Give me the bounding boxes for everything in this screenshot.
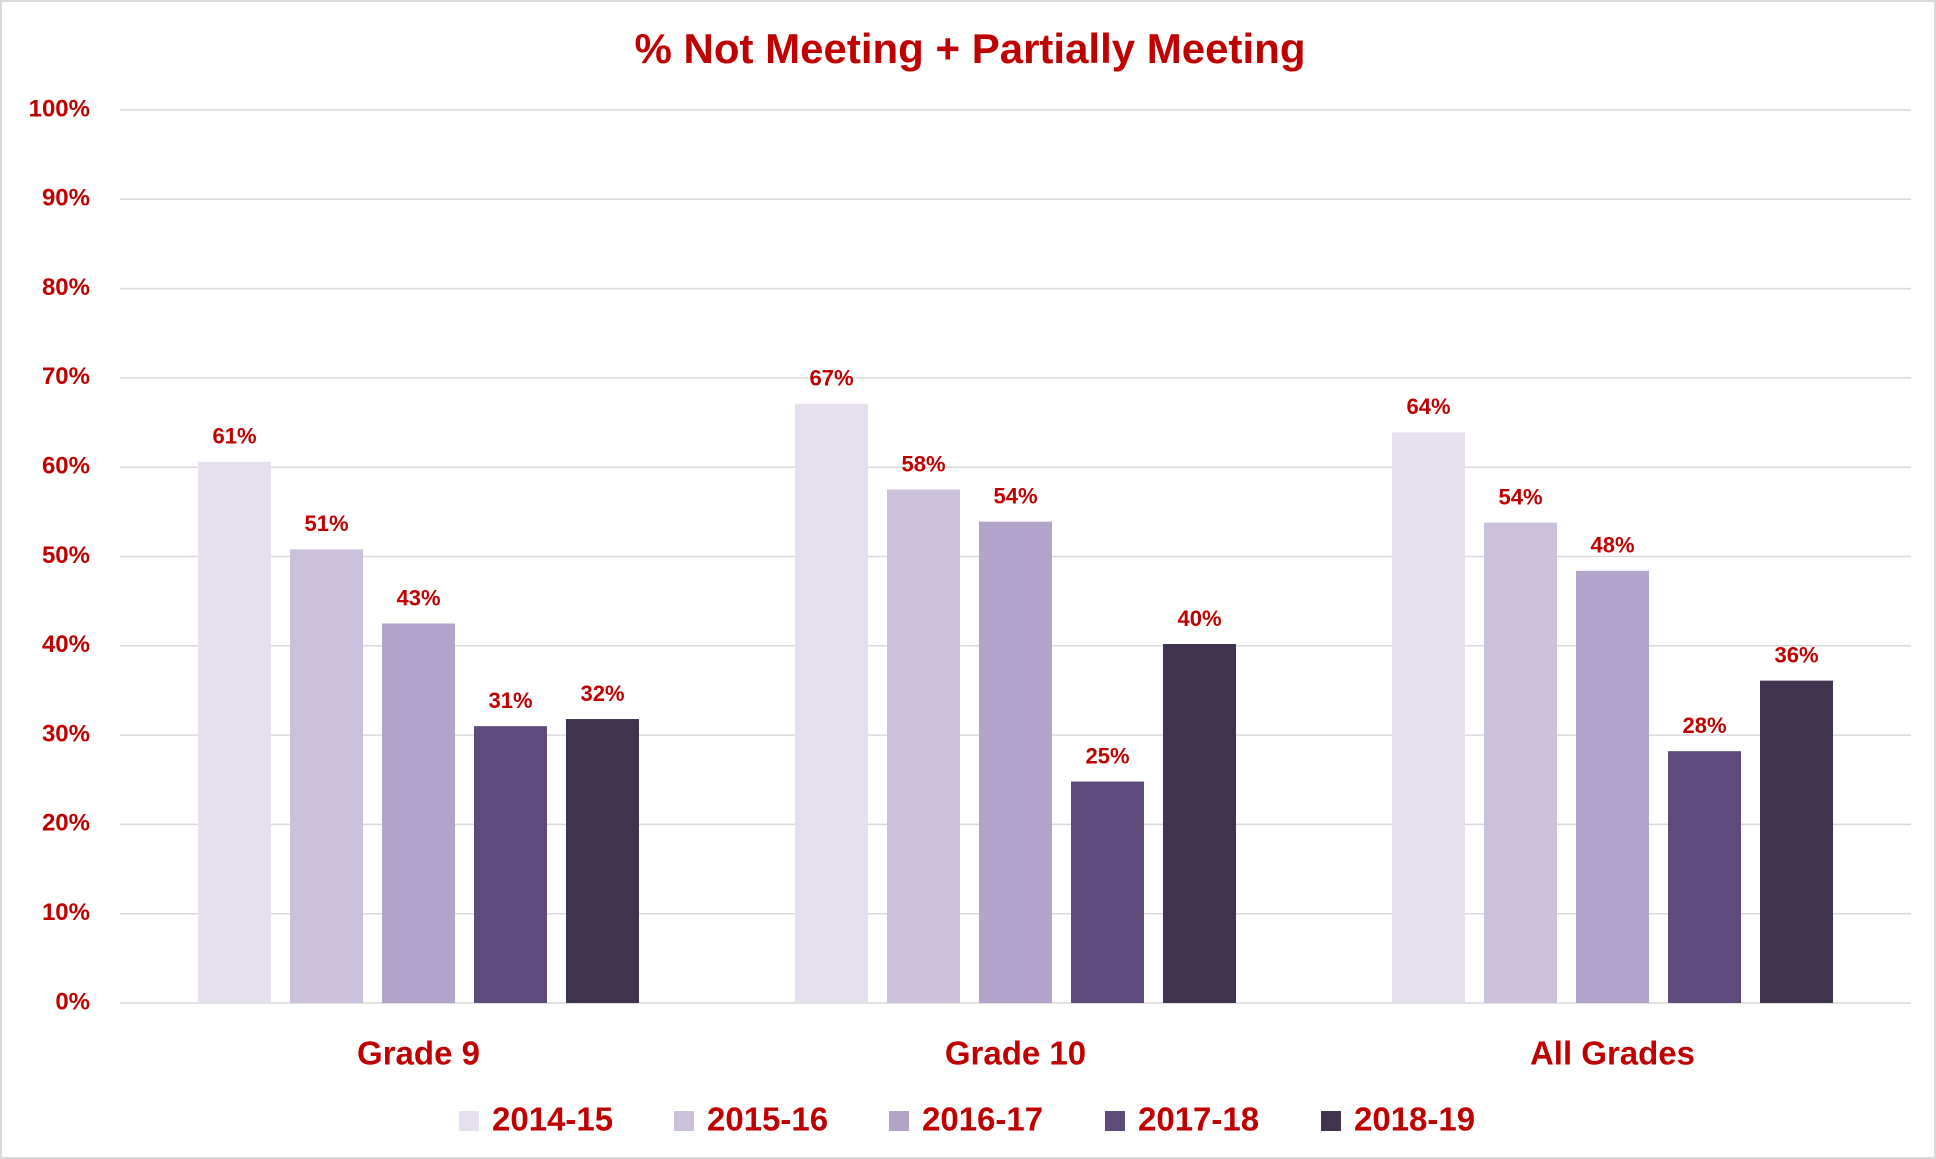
chart-title: % Not Meeting + Partially Meeting [635, 25, 1306, 72]
legend-label: 2017-18 [1138, 1101, 1259, 1138]
y-tick-label: 60% [42, 453, 90, 480]
bar [1392, 432, 1465, 1003]
bar [887, 489, 960, 1003]
bar [979, 521, 1052, 1003]
bar [198, 461, 271, 1003]
bar [290, 549, 363, 1003]
y-tick-label: 20% [42, 810, 90, 837]
value-label: 54% [1498, 484, 1542, 509]
legend-swatch [1105, 1111, 1125, 1131]
bar [382, 623, 455, 1003]
value-label: 67% [809, 366, 853, 391]
legend-label: 2014-15 [492, 1101, 613, 1138]
value-label: 25% [1085, 743, 1129, 768]
value-label: 61% [212, 424, 256, 449]
value-label: 40% [1177, 606, 1221, 631]
value-label: 51% [304, 511, 348, 536]
y-tick-label: 10% [42, 899, 90, 926]
value-label: 43% [396, 585, 440, 610]
bar [1484, 522, 1557, 1003]
y-tick-label: 0% [55, 988, 90, 1015]
value-label: 48% [1590, 533, 1634, 558]
y-tick-label: 50% [42, 542, 90, 569]
legend-label: 2018-19 [1354, 1101, 1475, 1138]
y-tick-label: 30% [42, 720, 90, 747]
y-tick-label: 100% [29, 95, 90, 122]
legend-swatch [889, 1111, 909, 1131]
legend-swatch [1321, 1111, 1341, 1131]
value-label: 31% [488, 688, 532, 713]
value-label: 36% [1774, 642, 1818, 667]
legend-swatch [674, 1111, 694, 1131]
legend-label: 2015-16 [707, 1101, 828, 1138]
legend-label: 2016-17 [922, 1101, 1043, 1138]
y-tick-label: 40% [42, 631, 90, 658]
y-tick-label: 70% [42, 363, 90, 390]
y-tick-label: 90% [42, 185, 90, 212]
bar [1071, 781, 1144, 1003]
bar [1576, 570, 1649, 1003]
legend-swatch [459, 1111, 479, 1131]
value-label: 58% [901, 451, 945, 476]
x-tick-label: Grade 9 [357, 1035, 480, 1072]
x-tick-label: Grade 10 [945, 1035, 1086, 1072]
bar [566, 719, 639, 1003]
value-label: 32% [580, 681, 624, 706]
bar [795, 403, 868, 1003]
value-label: 64% [1406, 394, 1450, 419]
bar [474, 726, 547, 1003]
value-label: 54% [993, 483, 1037, 508]
bar [1668, 751, 1741, 1003]
bar [1760, 680, 1833, 1003]
y-tick-label: 80% [42, 274, 90, 301]
x-tick-label: All Grades [1530, 1035, 1695, 1072]
value-label: 28% [1682, 713, 1726, 738]
bar [1163, 644, 1236, 1003]
